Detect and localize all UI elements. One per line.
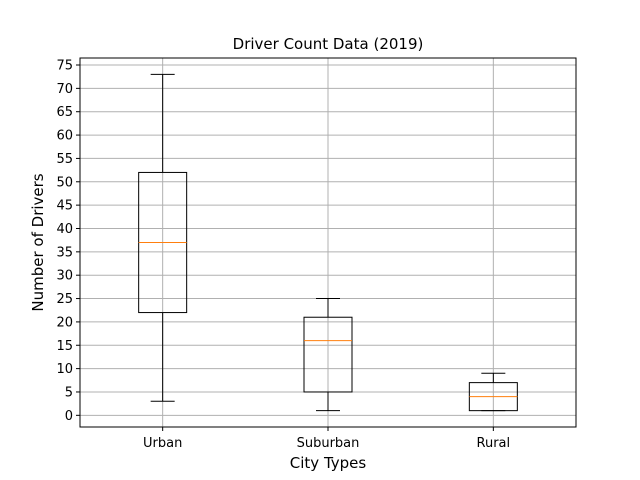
x-tick-label: Urban (143, 436, 182, 451)
box-layer (138, 73, 518, 412)
box-iqr (303, 316, 353, 393)
y-tick-label: 55 (56, 152, 73, 167)
y-tick-label: 10 (56, 362, 73, 377)
box-group-suburban (303, 298, 353, 412)
y-tick-label: 60 (56, 129, 73, 144)
box-group-rural (468, 372, 518, 412)
y-tick-label: 75 (56, 59, 73, 74)
y-axis-title: Number of Drivers (29, 173, 47, 311)
x-axis-title: City Types (290, 454, 367, 472)
box-group-urban (138, 73, 188, 402)
y-tick-label: 5 (65, 385, 73, 400)
y-tick-label: 50 (56, 175, 73, 190)
y-tick-label: 0 (65, 409, 73, 424)
chart-title: Driver Count Data (2019) (233, 35, 424, 53)
y-tick-label: 35 (56, 245, 73, 260)
y-tick-label: 65 (56, 105, 73, 120)
y-tick-label: 15 (56, 339, 73, 354)
x-tick-label: Rural (477, 436, 511, 451)
y-tick-label: 30 (56, 269, 73, 284)
y-tick-label: 40 (56, 222, 73, 237)
y-tick-label: 45 (56, 199, 73, 214)
y-tick-label: 20 (56, 315, 73, 330)
y-tick-label: 70 (56, 82, 73, 97)
y-tick-label: 25 (56, 292, 73, 307)
x-tick-label: Suburban (297, 436, 360, 451)
tick-layer: 0 5 10 15 20 25 30 35 40 45 50 55 60 65 70 75 Urban Subur… (56, 59, 510, 451)
